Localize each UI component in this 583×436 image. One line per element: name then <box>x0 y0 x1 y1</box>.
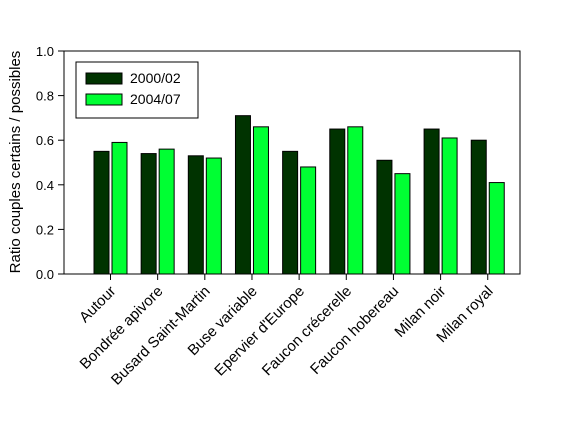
bar-2004-07 <box>158 148 175 275</box>
y-tick-label: 0.2 <box>36 222 54 237</box>
bar-2000-02 <box>470 139 487 275</box>
bars <box>93 115 505 275</box>
bar-2004-07 <box>488 182 505 275</box>
y-tick-label: 0.8 <box>36 89 54 104</box>
legend-box <box>75 61 199 119</box>
bar-2000-02 <box>282 150 299 275</box>
bar-2000-02 <box>234 115 251 275</box>
bar-2000-02 <box>140 153 157 275</box>
y-axis-label: Ratio couples certains / possibles <box>7 51 24 274</box>
y-axis-ticks: 0.0 0.2 0.4 0.6 0.8 1.0 <box>36 44 64 282</box>
legend-label-2004-07: 2004/07 <box>130 91 181 107</box>
bar-2004-07 <box>394 173 411 275</box>
legend: 2000/02 2004/07 <box>75 61 199 119</box>
y-tick-label: 0.6 <box>36 133 54 148</box>
bar-2000-02 <box>187 155 204 275</box>
bar-2000-02 <box>93 150 110 275</box>
legend-swatch-2000-02 <box>85 72 123 85</box>
bar-2000-02 <box>376 159 393 275</box>
bar-2004-07 <box>300 166 317 275</box>
y-tick-label: 1.0 <box>36 44 54 59</box>
legend-label-2000-02: 2000/02 <box>130 70 181 86</box>
bar-2004-07 <box>252 126 269 275</box>
bar-2004-07 <box>205 157 222 275</box>
bar-2004-07 <box>441 137 458 275</box>
bar-2000-02 <box>329 128 346 275</box>
bar-2004-07 <box>347 126 364 275</box>
legend-swatch-2004-07 <box>85 93 123 106</box>
y-tick-label: 0.4 <box>36 178 54 193</box>
bar-2004-07 <box>111 141 128 275</box>
bar-2000-02 <box>423 128 440 275</box>
y-tick-label: 0.0 <box>36 267 54 282</box>
